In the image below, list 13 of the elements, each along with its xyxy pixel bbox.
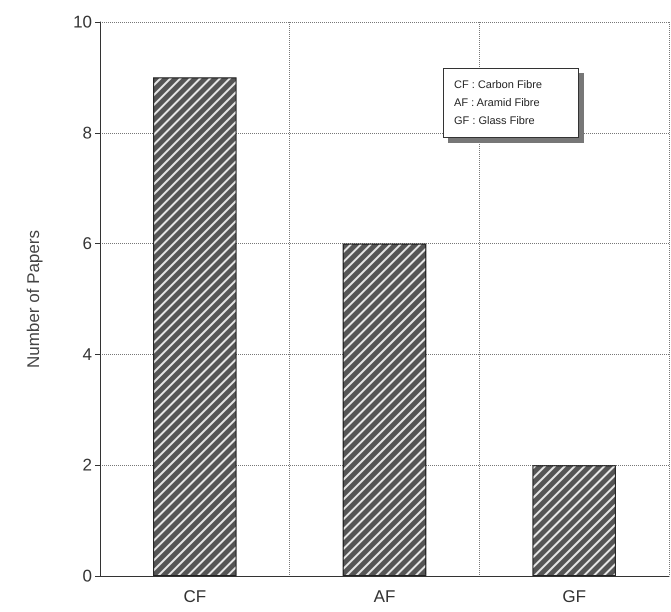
y-tick-label: 8 (82, 123, 92, 142)
y-tick-label: 0 (82, 566, 92, 586)
annotation: AF : Aramid Fibre (454, 96, 541, 111)
y-tick-label: 10 (73, 12, 92, 32)
x-tick-label: AF (374, 587, 396, 606)
annotation: GF : Glass Fibre (454, 114, 536, 129)
y-tick-label: 2 (82, 456, 92, 475)
y-tick-label: 4 (82, 344, 92, 364)
x-tick-label: CF (183, 587, 206, 606)
y-tick-label: 6 (82, 234, 92, 254)
x-tick-label: GF (562, 587, 586, 606)
annotation: CF : Carbon Fibre (454, 78, 542, 93)
y-axis-title: Number of Papers (24, 230, 43, 368)
